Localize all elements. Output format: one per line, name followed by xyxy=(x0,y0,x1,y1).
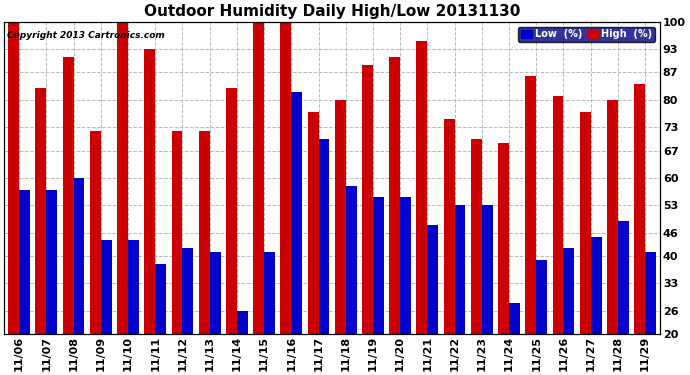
Bar xyxy=(291,92,302,334)
Bar xyxy=(101,240,112,334)
Bar xyxy=(74,178,84,334)
Bar xyxy=(172,131,182,334)
Bar xyxy=(182,248,193,334)
Bar xyxy=(455,205,466,334)
Title: Outdoor Humidity Daily High/Low 20131130: Outdoor Humidity Daily High/Low 20131130 xyxy=(144,4,520,19)
Bar xyxy=(155,264,166,334)
Text: Copyright 2013 Cartronics.com: Copyright 2013 Cartronics.com xyxy=(8,31,165,40)
Bar xyxy=(362,64,373,334)
Bar xyxy=(319,139,329,334)
Bar xyxy=(346,186,357,334)
Bar xyxy=(237,311,248,334)
Bar xyxy=(634,84,645,334)
Legend: Low  (%), High  (%): Low (%), High (%) xyxy=(518,27,656,42)
Bar xyxy=(19,190,30,334)
Bar xyxy=(427,225,438,334)
Bar xyxy=(264,252,275,334)
Bar xyxy=(144,49,155,334)
Bar xyxy=(444,119,455,334)
Bar xyxy=(509,303,520,334)
Bar xyxy=(417,41,427,334)
Bar xyxy=(607,100,618,334)
Bar xyxy=(498,143,509,334)
Bar xyxy=(90,131,101,334)
Bar xyxy=(63,57,74,334)
Bar xyxy=(400,198,411,334)
Bar xyxy=(210,252,221,334)
Bar xyxy=(226,88,237,334)
Bar xyxy=(199,131,210,334)
Bar xyxy=(335,100,346,334)
Bar xyxy=(536,260,547,334)
Bar xyxy=(645,252,656,334)
Bar xyxy=(373,198,384,334)
Bar xyxy=(580,111,591,334)
Bar xyxy=(591,237,602,334)
Bar xyxy=(280,22,291,334)
Bar xyxy=(117,22,128,334)
Bar xyxy=(618,221,629,334)
Bar xyxy=(564,248,574,334)
Bar xyxy=(253,22,264,334)
Bar xyxy=(389,57,400,334)
Bar xyxy=(525,76,536,334)
Bar xyxy=(128,240,139,334)
Bar xyxy=(482,205,493,334)
Bar xyxy=(35,88,46,334)
Bar xyxy=(308,111,319,334)
Bar xyxy=(471,139,482,334)
Bar xyxy=(8,22,19,334)
Bar xyxy=(46,190,57,334)
Bar xyxy=(553,96,564,334)
